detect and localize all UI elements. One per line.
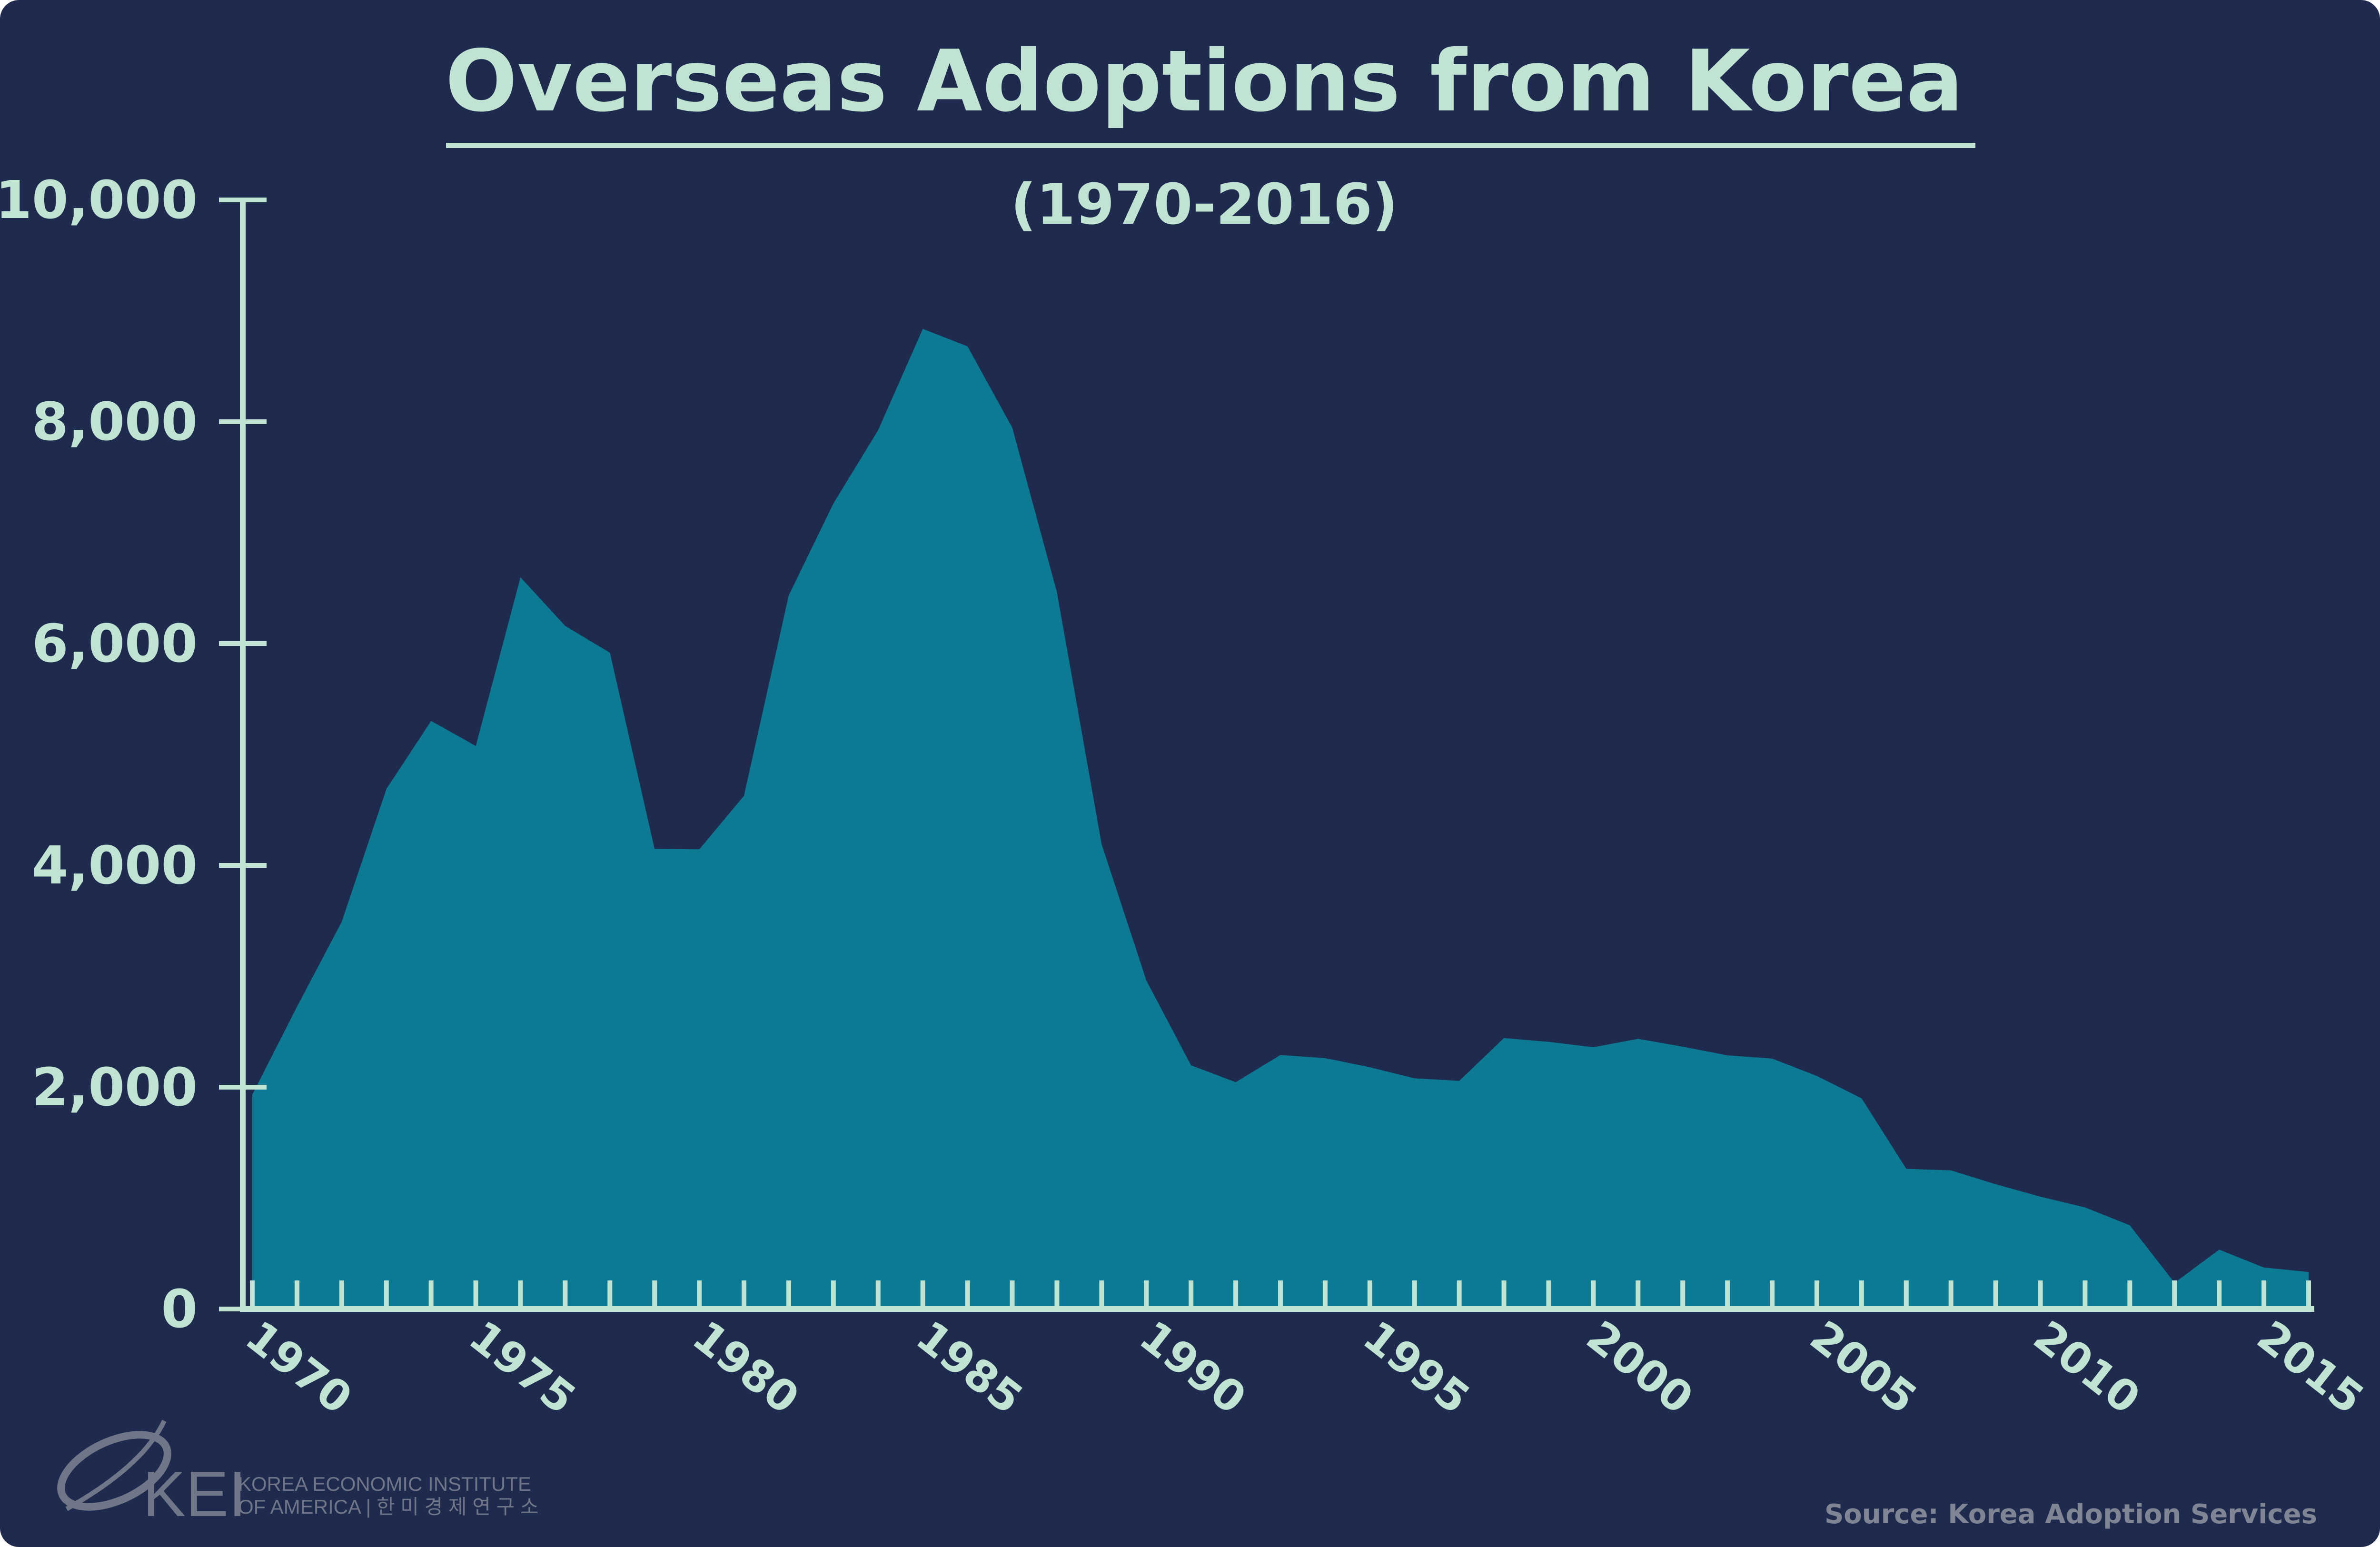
x-tick-label: 2005 [1801, 1311, 1925, 1424]
kei-logo: KEI KOREA ECONOMIC INSTITUTE OF AMERICA … [57, 1419, 538, 1530]
y-tick-label: 4,000 [32, 835, 198, 896]
axis-layer [219, 198, 2314, 1312]
x-tick-labels: 1970 1975 1980 1985 1990 1995 2000 2005 2010 2015 [236, 1311, 2372, 1424]
area-layer [252, 329, 2309, 1309]
logo-line-2: OF AMERICA | 한 미 경 제 연 구 소 [238, 1496, 538, 1518]
x-tick-label: 1975 [460, 1311, 585, 1424]
y-tick-label: 10,000 [0, 169, 198, 230]
y-tick-label: 2,000 [32, 1057, 198, 1118]
area-series [252, 329, 2309, 1309]
x-tick-label: 1990 [1130, 1311, 1255, 1424]
x-tick-label: 2000 [1577, 1311, 1702, 1424]
x-tick-label: 2010 [2024, 1311, 2149, 1424]
x-tick-label: 1980 [684, 1311, 808, 1424]
kei-swoosh-icon [57, 1419, 171, 1511]
x-tick-label: 2015 [2248, 1311, 2373, 1424]
logo-line-1: KOREA ECONOMIC INSTITUTE [238, 1473, 531, 1495]
x-tick-label: 1995 [1354, 1311, 1478, 1424]
chart-title: Overseas Adoptions from Korea [445, 32, 1963, 130]
source-note: Source: Korea Adoption Services [1825, 1499, 2317, 1530]
chart-subtitle: (1970-2016) [1011, 171, 1398, 237]
title-underline [446, 143, 1975, 148]
y-tick-label: 8,000 [32, 391, 198, 452]
y-tick-label: 0 [161, 1279, 198, 1339]
y-tick-labels: 0 2,000 4,000 6,000 8,000 10,000 [0, 169, 198, 1339]
x-tick-label: 1985 [907, 1311, 1031, 1424]
logo-mark: KEI [143, 1458, 247, 1530]
y-tick-label: 6,000 [32, 613, 198, 674]
x-tick-label: 1970 [236, 1311, 361, 1424]
